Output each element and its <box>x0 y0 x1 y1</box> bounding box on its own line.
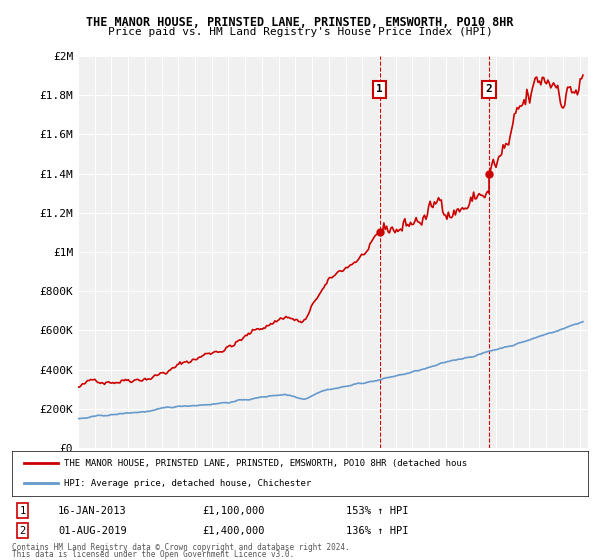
Text: 16-JAN-2013: 16-JAN-2013 <box>58 506 127 516</box>
Text: Price paid vs. HM Land Registry's House Price Index (HPI): Price paid vs. HM Land Registry's House … <box>107 27 493 38</box>
Text: 136% ↑ HPI: 136% ↑ HPI <box>346 526 409 536</box>
Text: 2: 2 <box>485 85 493 94</box>
Text: £1,100,000: £1,100,000 <box>202 506 265 516</box>
Text: 01-AUG-2019: 01-AUG-2019 <box>58 526 127 536</box>
Text: 1: 1 <box>19 506 25 516</box>
Text: THE MANOR HOUSE, PRINSTED LANE, PRINSTED, EMSWORTH, PO10 8HR (detached hous: THE MANOR HOUSE, PRINSTED LANE, PRINSTED… <box>64 459 467 468</box>
Text: £1,400,000: £1,400,000 <box>202 526 265 536</box>
Text: THE MANOR HOUSE, PRINSTED LANE, PRINSTED, EMSWORTH, PO10 8HR: THE MANOR HOUSE, PRINSTED LANE, PRINSTED… <box>86 16 514 29</box>
Text: 2: 2 <box>19 526 25 536</box>
Text: This data is licensed under the Open Government Licence v3.0.: This data is licensed under the Open Gov… <box>12 550 294 559</box>
Text: 153% ↑ HPI: 153% ↑ HPI <box>346 506 409 516</box>
Text: Contains HM Land Registry data © Crown copyright and database right 2024.: Contains HM Land Registry data © Crown c… <box>12 543 350 552</box>
Text: 1: 1 <box>376 85 383 94</box>
Text: HPI: Average price, detached house, Chichester: HPI: Average price, detached house, Chic… <box>64 479 311 488</box>
